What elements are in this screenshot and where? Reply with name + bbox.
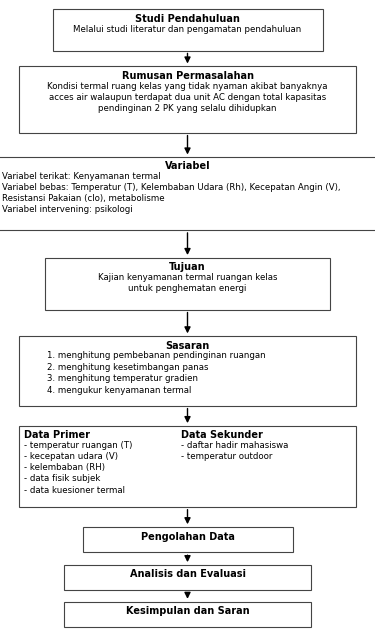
Text: Kajian kenyamanan termal ruangan kelas
untuk penghematan energi: Kajian kenyamanan termal ruangan kelas u… [98,273,277,293]
Text: Data Primer: Data Primer [24,430,90,441]
FancyBboxPatch shape [19,426,356,507]
Text: Variabel terikat: Kenyamanan termal
Variabel bebas: Temperatur (T), Kelembaban U: Variabel terikat: Kenyamanan termal Vari… [2,172,340,214]
FancyBboxPatch shape [19,66,356,133]
Text: Pengolahan Data: Pengolahan Data [141,532,234,542]
Text: Data Sekunder: Data Sekunder [181,430,262,441]
Text: Kesimpulan dan Saran: Kesimpulan dan Saran [126,606,249,616]
Text: - temperatur ruangan (T)
- kecepatan udara (V)
- kelembaban (RH)
- data fisik su: - temperatur ruangan (T) - kecepatan uda… [24,441,133,494]
Text: - daftar hadir mahasiswa
- temperatur outdoor: - daftar hadir mahasiswa - temperatur ou… [181,441,288,461]
Text: Tujuan: Tujuan [169,262,206,272]
Text: Analisis dan Evaluasi: Analisis dan Evaluasi [129,569,246,580]
Text: Rumusan Permasalahan: Rumusan Permasalahan [122,71,254,81]
FancyBboxPatch shape [82,527,292,552]
Text: Studi Pendahuluan: Studi Pendahuluan [135,14,240,24]
Text: Sasaran: Sasaran [165,341,210,351]
FancyBboxPatch shape [45,258,330,310]
FancyBboxPatch shape [64,565,311,590]
Text: 1. menghitung pembebanan pendinginan ruangan
2. menghitung kesetimbangan panas
3: 1. menghitung pembebanan pendinginan rua… [47,351,266,395]
FancyBboxPatch shape [19,336,356,406]
FancyBboxPatch shape [64,602,311,627]
Text: Melalui studi literatur dan pengamatan pendahuluan: Melalui studi literatur dan pengamatan p… [74,25,302,33]
Text: Kondisi termal ruang kelas yang tidak nyaman akibat banyaknya
acces air walaupun: Kondisi termal ruang kelas yang tidak ny… [47,82,328,113]
FancyBboxPatch shape [53,9,322,51]
Text: Variabel: Variabel [165,161,210,171]
